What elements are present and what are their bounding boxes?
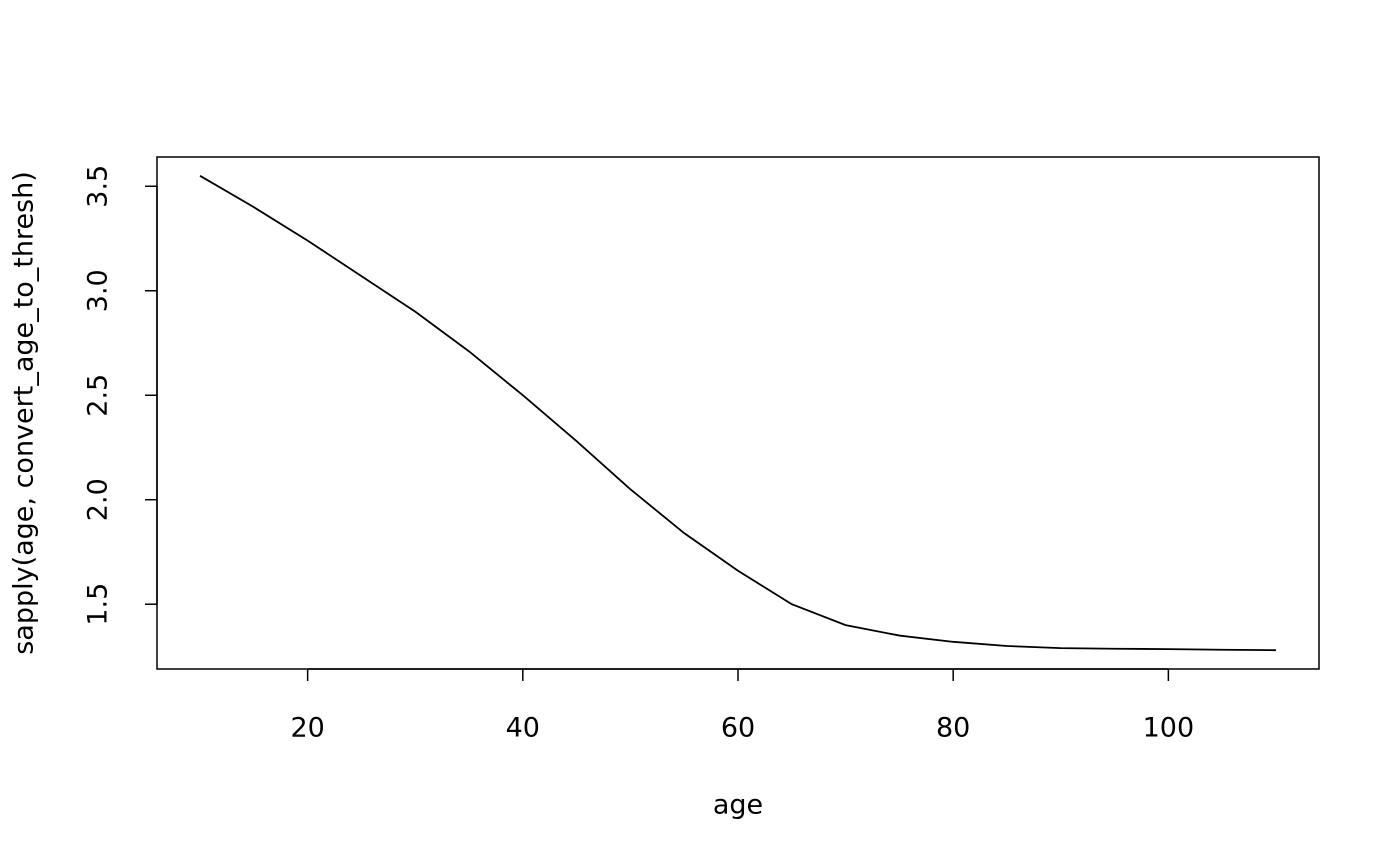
line xyxy=(199,175,1276,652)
y-tick-label: 3.5 xyxy=(83,165,114,208)
x-tick-label: 80 xyxy=(936,713,970,744)
x-tick-label: 20 xyxy=(290,713,324,744)
x-tick-label: 60 xyxy=(721,713,755,744)
x-tick-label: 100 xyxy=(1143,713,1195,744)
plot-box xyxy=(156,156,1320,670)
y-tick-label: 2.0 xyxy=(83,478,114,521)
x-tick-label: 40 xyxy=(506,713,540,744)
y-tick-label: 1.5 xyxy=(83,583,114,626)
x-axis-label: age xyxy=(713,790,763,821)
y-tick-label: 3.0 xyxy=(83,269,114,312)
y-axis-label: sapply(age, convert_age_to_thresh) xyxy=(9,171,40,655)
y-tick-label: 2.5 xyxy=(83,374,114,417)
